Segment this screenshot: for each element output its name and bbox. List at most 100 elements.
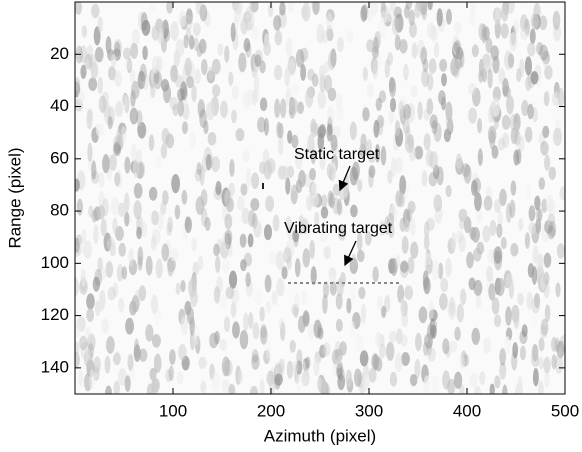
speckle	[263, 349, 271, 365]
speckle	[362, 107, 370, 122]
speckle	[390, 156, 397, 177]
speckle	[327, 105, 335, 126]
speckle	[286, 256, 292, 270]
speckle	[335, 105, 344, 121]
speckle	[442, 370, 451, 390]
speckle	[293, 292, 300, 308]
speckle	[105, 385, 113, 394]
speckle	[409, 21, 417, 38]
annotation: Vibrating target	[284, 220, 393, 237]
speckle	[326, 25, 333, 42]
speckle	[450, 57, 460, 77]
speckle	[175, 38, 185, 58]
speckle	[538, 337, 545, 352]
speckle	[349, 166, 359, 186]
speckle	[400, 300, 408, 317]
speckle	[200, 380, 207, 394]
speckle	[463, 216, 472, 234]
speckle	[87, 142, 93, 162]
speckle	[430, 324, 437, 339]
speckle	[401, 351, 410, 367]
speckle	[429, 151, 438, 170]
speckle	[305, 87, 314, 108]
speckle	[324, 60, 330, 73]
speckle	[252, 321, 260, 340]
speckle	[285, 37, 293, 57]
speckle	[483, 195, 493, 211]
speckle	[250, 2, 259, 13]
speckle	[502, 384, 508, 394]
speckle	[98, 171, 105, 189]
speckle	[422, 58, 429, 73]
speckle	[297, 101, 304, 115]
speckle	[404, 285, 414, 300]
speckle	[471, 226, 480, 243]
speckle	[386, 341, 395, 361]
speckle	[192, 325, 200, 346]
speckle	[221, 360, 231, 375]
speckle	[116, 264, 124, 282]
speckle	[228, 71, 234, 86]
speckle	[273, 64, 283, 81]
speckle	[491, 297, 500, 315]
speckle	[478, 69, 484, 83]
speckle	[519, 345, 526, 361]
speckle	[501, 2, 509, 22]
speckle	[196, 43, 203, 58]
speckle	[375, 97, 382, 111]
speckle	[360, 5, 368, 22]
speckle	[485, 36, 492, 55]
speckle	[211, 372, 221, 392]
speckle	[248, 312, 254, 329]
speckle	[151, 377, 161, 393]
speckle	[524, 18, 530, 36]
speckle	[189, 330, 196, 351]
speckle	[368, 165, 376, 178]
speckle	[263, 160, 272, 180]
speckle	[504, 336, 511, 355]
speckle	[400, 334, 408, 347]
speckle	[543, 91, 550, 107]
speckle	[228, 182, 236, 196]
speckle	[124, 211, 130, 227]
speckle	[201, 58, 208, 76]
speckle	[556, 340, 565, 359]
speckle	[327, 190, 334, 207]
speckle	[345, 369, 353, 388]
speckle	[149, 367, 157, 381]
speckle	[416, 2, 423, 12]
speckle	[88, 77, 98, 91]
speckle	[322, 281, 330, 299]
speckle	[537, 208, 543, 222]
speckle	[539, 15, 548, 31]
speckle	[205, 102, 215, 121]
speckle	[124, 156, 131, 174]
speckle	[459, 288, 467, 306]
speckle	[272, 214, 280, 232]
speckle	[426, 98, 434, 115]
speckle	[178, 344, 187, 361]
speckle	[155, 258, 163, 279]
speckle	[428, 171, 438, 187]
speckle	[349, 320, 356, 337]
speckle	[423, 133, 431, 151]
speckle	[334, 348, 343, 363]
speckle	[470, 2, 477, 13]
speckle	[177, 98, 184, 117]
speckle	[136, 226, 142, 240]
speckle	[407, 256, 415, 275]
speckle	[292, 230, 300, 243]
speckle	[197, 99, 205, 118]
speckle	[337, 361, 344, 382]
speckle	[170, 248, 179, 262]
speckle	[122, 47, 131, 60]
speckle	[236, 195, 245, 211]
speckle	[224, 229, 233, 245]
speckle	[133, 344, 141, 363]
speckle	[310, 266, 317, 286]
speckle	[414, 145, 424, 160]
speckle	[115, 169, 123, 189]
speckle	[259, 306, 265, 322]
speckle	[284, 216, 293, 232]
speckle	[544, 304, 551, 323]
